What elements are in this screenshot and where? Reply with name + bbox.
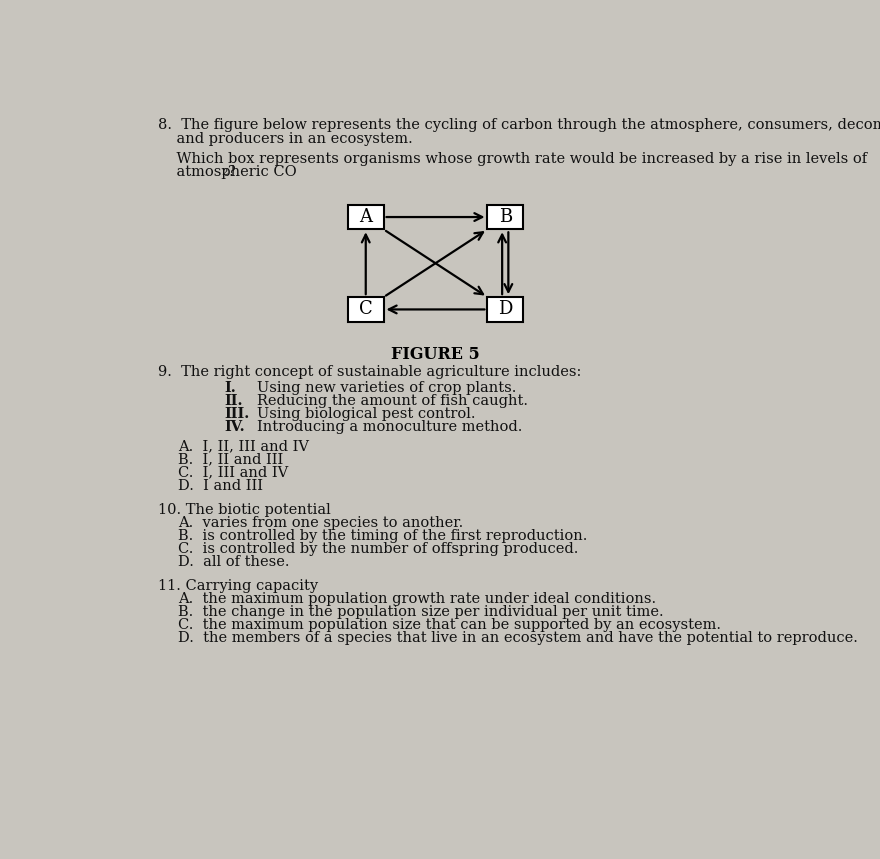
Text: 2: 2 (222, 168, 228, 177)
Text: 11. Carrying capacity: 11. Carrying capacity (158, 579, 319, 593)
Text: Introducing a monoculture method.: Introducing a monoculture method. (257, 420, 523, 435)
Text: Using new varieties of crop plants.: Using new varieties of crop plants. (257, 381, 517, 395)
Text: Using biological pest control.: Using biological pest control. (257, 407, 476, 421)
Text: B: B (499, 208, 512, 226)
Text: B.  the change in the population size per individual per unit time.: B. the change in the population size per… (179, 605, 664, 619)
Text: C.  I, III and IV: C. I, III and IV (179, 466, 289, 479)
Text: C.  the maximum population size that can be supported by an ecosystem.: C. the maximum population size that can … (179, 618, 722, 632)
Bar (348, 297, 384, 322)
Text: B.  is controlled by the timing of the first reproduction.: B. is controlled by the timing of the fi… (179, 529, 588, 543)
Text: A.  I, II, III and IV: A. I, II, III and IV (179, 440, 309, 454)
Text: D.  I and III: D. I and III (179, 478, 263, 493)
Text: IV.: IV. (224, 420, 246, 435)
Text: FIGURE 5: FIGURE 5 (391, 345, 480, 362)
Text: atmospheric CO: atmospheric CO (158, 166, 297, 180)
Text: and producers in an ecosystem.: and producers in an ecosystem. (158, 131, 413, 145)
Text: A.  the maximum population growth rate under ideal conditions.: A. the maximum population growth rate un… (179, 592, 656, 606)
Bar (488, 297, 523, 322)
Text: ?: ? (227, 166, 234, 180)
Text: D: D (498, 301, 512, 319)
Text: B.  I, II and III: B. I, II and III (179, 453, 283, 466)
Bar (348, 204, 384, 229)
Text: C: C (359, 301, 372, 319)
Text: I.: I. (224, 381, 237, 395)
Bar (488, 204, 523, 229)
Text: 8.  The figure below represents the cycling of carbon through the atmosphere, co: 8. The figure below represents the cycli… (158, 119, 880, 132)
Text: A: A (359, 208, 372, 226)
Text: 9.  The right concept of sustainable agriculture includes:: 9. The right concept of sustainable agri… (158, 365, 582, 379)
Text: D.  all of these.: D. all of these. (179, 555, 290, 569)
Text: D.  the members of a species that live in an ecosystem and have the potential to: D. the members of a species that live in… (179, 631, 858, 645)
Text: III.: III. (224, 407, 250, 421)
Text: 10. The biotic potential: 10. The biotic potential (158, 503, 331, 517)
Text: A.  varies from one species to another.: A. varies from one species to another. (179, 515, 464, 530)
Text: Which box represents organisms whose growth rate would be increased by a rise in: Which box represents organisms whose gro… (158, 152, 867, 167)
Text: Reducing the amount of fish caught.: Reducing the amount of fish caught. (257, 394, 528, 408)
Text: C.  is controlled by the number of offspring produced.: C. is controlled by the number of offspr… (179, 542, 578, 556)
Text: II.: II. (224, 394, 243, 408)
